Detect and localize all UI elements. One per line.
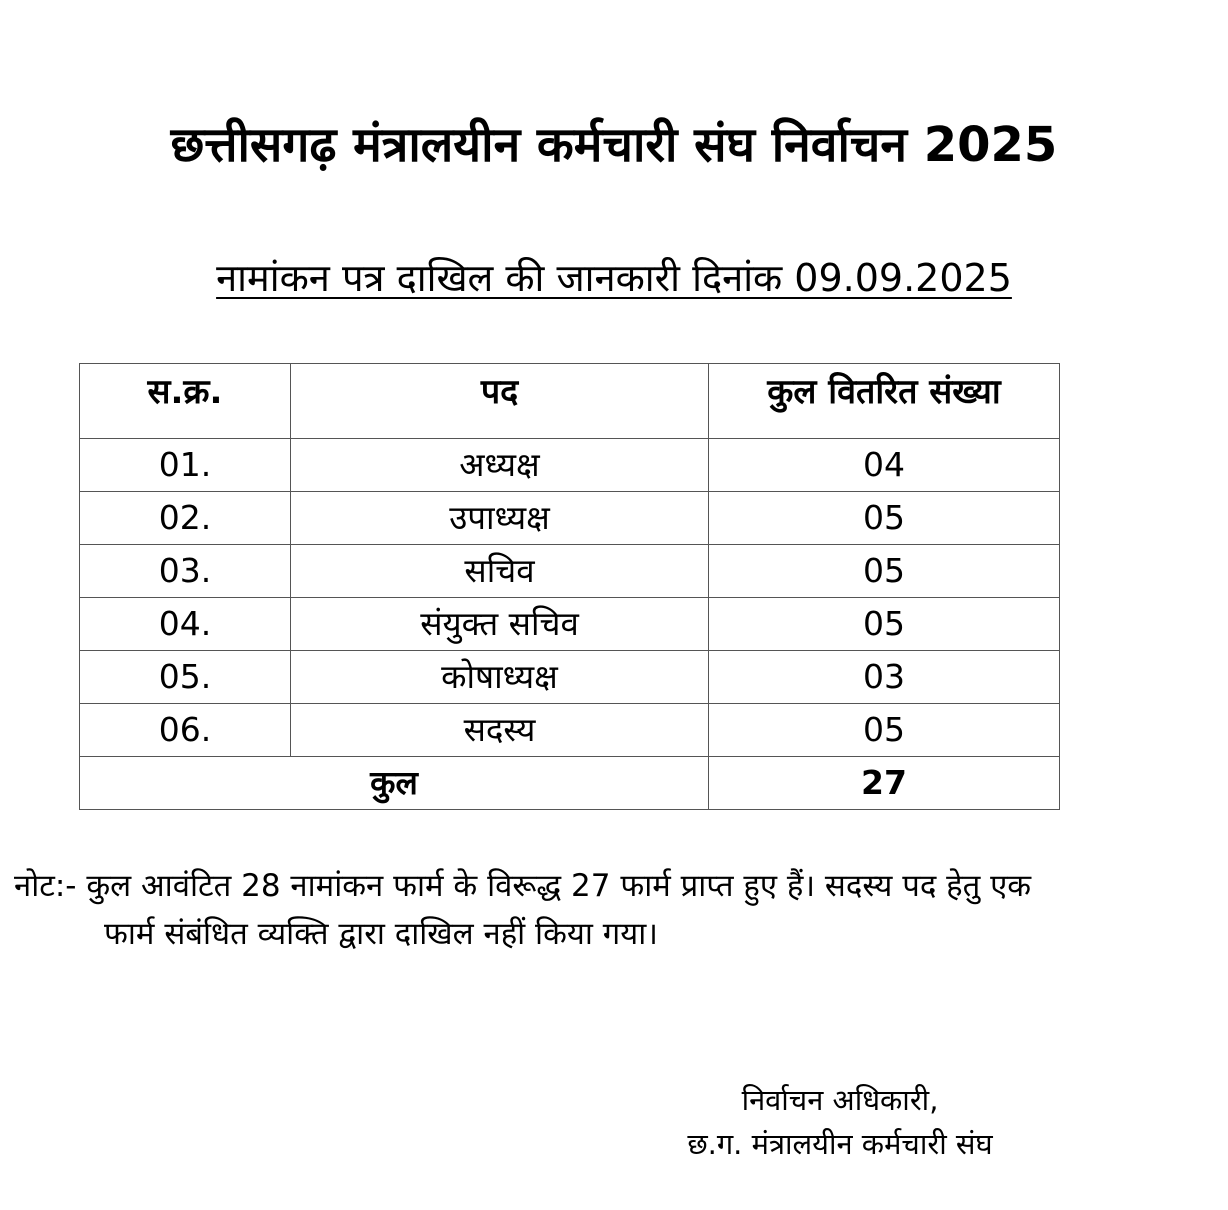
cell-post: सदस्य (290, 703, 709, 757)
table-row: 04. संयुक्त सचिव 05 (79, 597, 1060, 651)
cell-count: 05 (708, 544, 1060, 598)
cell-post: संयुक्त सचिव (290, 597, 709, 651)
cell-post: कोषाध्यक्ष (290, 650, 709, 704)
cell-count: 05 (708, 491, 1060, 545)
total-value: 27 (708, 756, 1060, 810)
cell-serial: 06. (79, 703, 291, 757)
table-total-row: कुल 27 (79, 756, 1060, 810)
cell-serial: 04. (79, 597, 291, 651)
cell-count: 05 (708, 703, 1060, 757)
cell-serial: 03. (79, 544, 291, 598)
cell-post: अध्यक्ष (290, 438, 709, 492)
cell-serial: 05. (79, 650, 291, 704)
cell-count: 03 (708, 650, 1060, 704)
cell-serial: 01. (79, 438, 291, 492)
header-post: पद (290, 363, 709, 439)
table-header-row: स.क्र. पद कुल वितरित संख्या (79, 363, 1060, 439)
subtitle-text: नामांकन पत्र दाखिल की जानकारी दिनांक 09.… (216, 256, 1012, 300)
table-row: 02. उपाध्यक्ष 05 (79, 491, 1060, 545)
nomination-table: स.क्र. पद कुल वितरित संख्या 01. अध्यक्ष … (79, 363, 1060, 810)
note-line-2: फार्म संबंधित व्यक्ति द्वारा दाखिल नहीं … (104, 916, 658, 952)
table-row: 05. कोषाध्यक्ष 03 (79, 650, 1060, 704)
table-row: 03. सचिव 05 (79, 544, 1060, 598)
note-block: नोट:- कुल आवंटित 28 नामांकन फार्म के विर… (14, 862, 1214, 958)
cell-serial: 02. (79, 491, 291, 545)
cell-count: 04 (708, 438, 1060, 492)
document-subtitle: नामांकन पत्र दाखिल की जानकारी दिनांक 09.… (0, 250, 1228, 306)
table-row: 06. सदस्य 05 (79, 703, 1060, 757)
cell-post: सचिव (290, 544, 709, 598)
document-title: छत्तीसगढ़ मंत्रालयीन कर्मचारी संघ निर्वा… (170, 117, 1058, 173)
cell-count: 05 (708, 597, 1060, 651)
cell-post: उपाध्यक्ष (290, 491, 709, 545)
header-serial: स.क्र. (79, 363, 291, 439)
signature-block: निर्वाचन अधिकारी, छ.ग. मंत्रालयीन कर्मचा… (660, 1078, 1020, 1166)
table-row: 01. अध्यक्ष 04 (79, 438, 1060, 492)
signature-line-1: निर्वाचन अधिकारी, (741, 1083, 939, 1117)
header-count: कुल वितरित संख्या (708, 363, 1060, 439)
signature-line-2: छ.ग. मंत्रालयीन कर्मचारी संघ (687, 1127, 993, 1161)
note-line-1: नोट:- कुल आवंटित 28 नामांकन फार्म के विर… (14, 868, 1032, 904)
total-label: कुल (79, 756, 709, 810)
